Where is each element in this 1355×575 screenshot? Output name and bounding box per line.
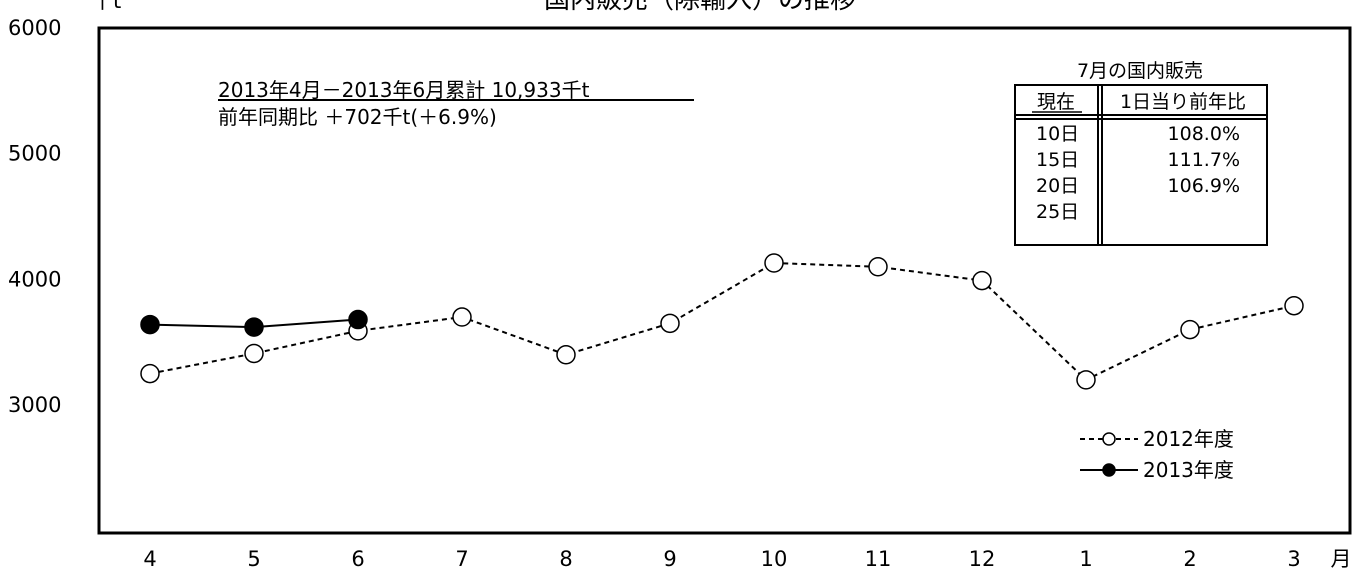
data-point-2012年度-5 [244,343,264,364]
table-header-date: 現在 [1037,91,1075,113]
x-axis-unit: 月 [1331,547,1352,571]
series-points [140,253,1304,390]
legend-2012-marker [1102,432,1116,446]
data-point-2012年度-3 [1284,295,1304,316]
table-row-1-date: 10日 [1036,123,1079,145]
table-row-1-value: 108.0% [1168,123,1240,145]
x-tick-label: 8 [559,547,572,571]
x-tick-label: 2 [1183,547,1196,571]
series-lines [149,261,1295,382]
table-row-3-date: 20日 [1036,175,1079,197]
x-tick-label: 5 [247,547,260,571]
data-point-2012年度-11 [868,257,888,277]
data-point-2013年度-4 [140,314,160,335]
x-tick-label: 4 [143,547,156,571]
data-point-2012年度-10 [764,253,784,273]
legend-2013-label: 2013年度 [1143,458,1234,482]
july-sales-table: 7月の国内販売 現在 1日当り前年比 10日 108.0% 15日 111.7%… [1014,60,1268,246]
data-point-2012年度-8 [556,344,576,365]
table-row-4-date: 25日 [1036,201,1079,223]
table-row-2-value: 111.7% [1168,149,1240,171]
data-point-2012年度-4 [140,363,160,384]
plot-frame [97,26,1352,535]
table-border [1014,84,1268,246]
x-axis: 4 5 6 7 8 9 10 11 12 1 2 3 [143,547,1300,571]
data-point-2012年度-7 [452,307,472,327]
x-tick-label: 12 [969,547,996,571]
x-tick-label: 7 [455,547,468,571]
table-title: 7月の国内販売 [1077,60,1203,82]
y-tick-label: 3000 [8,393,61,417]
table-row-2-date: 15日 [1036,149,1079,171]
y-axis-unit: 千t [92,0,121,13]
x-tick-label: 9 [663,547,676,571]
y-tick-label: 5000 [8,142,61,166]
data-point-2013年度-5 [244,317,264,337]
y-tick-label: 4000 [8,267,61,291]
table-row-3-value: 106.9% [1168,175,1240,197]
summary-annotation: 2013年4月－2013年6月累計 10,933千t 前年同期比 ＋702千t(… [218,78,694,129]
x-tick-label: 3 [1287,547,1300,571]
annotation-line-2: 前年同期比 ＋702千t(＋6.9%) [218,105,497,129]
data-point-2012年度-2 [1180,319,1200,340]
chart-title: 国内販売（除輸入）の推移 [544,0,856,15]
data-point-2012年度-1 [1076,370,1096,390]
series-line-2012年度 [149,261,1295,382]
legend-2013-marker [1102,463,1116,477]
legend-2012-label: 2012年度 [1143,427,1234,451]
x-tick-label: 10 [761,547,788,571]
y-tick-label: 6000 [8,16,61,40]
data-point-2012年度-9 [660,313,680,334]
annotation-line-1: 2013年4月－2013年6月累計 10,933千t [218,78,590,102]
x-tick-label: 1 [1079,547,1092,571]
x-tick-label: 6 [351,547,364,571]
data-point-2013年度-6 [348,309,368,330]
table-header-ratio: 1日当り前年比 [1120,91,1246,113]
x-tick-label: 11 [865,547,892,571]
data-point-2012年度-12 [972,270,992,291]
legend: 2012年度 2013年度 [1080,427,1234,482]
y-axis: 6000 5000 4000 3000 [8,16,61,417]
